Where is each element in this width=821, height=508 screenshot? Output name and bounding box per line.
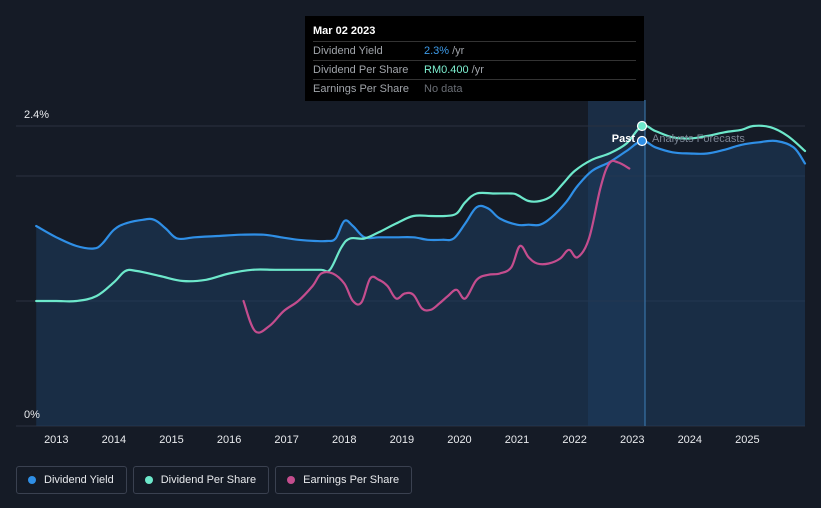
x-axis-ticks: 2013 2014 2015 2016 2017 2018 2019 2020 2021 2022…: [44, 434, 760, 446]
legend-item-dividend-per-share[interactable]: Dividend Per Share: [132, 466, 270, 494]
legend: Dividend Yield Dividend Per Share Earnin…: [16, 466, 413, 494]
legend-label: Dividend Yield: [44, 474, 114, 486]
legend-dot-icon: [144, 476, 153, 484]
x-tick-label: 2013: [44, 434, 68, 446]
x-tick-label: 2023: [620, 434, 644, 446]
x-tick-label: 2017: [274, 434, 298, 446]
legend-dot-icon: [28, 476, 36, 484]
series-areas: [36, 140, 805, 427]
series-lines: [35, 124, 807, 334]
legend-item-dividend-yield[interactable]: Dividend Yield: [16, 466, 127, 494]
legend-label: Dividend Per Share: [160, 474, 257, 486]
x-tick-label: 2022: [562, 434, 586, 446]
x-tick-label: 2016: [217, 434, 241, 446]
x-tick-label: 2021: [505, 434, 529, 446]
hover-points: [636, 120, 648, 147]
x-tick-label: 2014: [102, 434, 126, 446]
x-tick-label: 2018: [332, 434, 356, 446]
dps-point: [636, 120, 648, 132]
dividend-chart: 2013 2014 2015 2016 2017 2018 2019 2020 2021 2022…: [16, 100, 807, 446]
tooltip-row-eps: Earnings Per Share No data: [313, 80, 636, 98]
tooltip-value: RM0.400: [424, 64, 469, 76]
tooltip-value: 2.3%: [424, 45, 450, 57]
tooltip-value: No data: [424, 83, 463, 95]
tooltip-date: Mar 02 2023: [313, 22, 636, 42]
legend-item-earnings-per-share[interactable]: Earnings Per Share: [275, 466, 413, 494]
y-tick-label: 2.4%: [24, 109, 49, 121]
tooltip-label: Dividend Yield: [313, 45, 383, 57]
dividend-yield-area: [36, 140, 805, 427]
y-axis-ticks: 0% 2.4%: [24, 109, 49, 421]
dividend-yield-line: [35, 139, 807, 250]
past-label: Past: [612, 133, 636, 145]
tooltip-label: Earnings Per Share: [313, 83, 409, 95]
x-tick-label: 2025: [735, 434, 759, 446]
y-tick-label: 0%: [24, 409, 40, 421]
x-tick-label: 2015: [159, 434, 183, 446]
tooltip-unit: /yr: [471, 64, 484, 76]
earnings-per-share-line: [242, 159, 631, 334]
yield-point: [636, 135, 648, 147]
tooltip-row-dps: Dividend Per Share RM0.400 /yr: [313, 61, 636, 80]
x-tick-label: 2020: [447, 434, 471, 446]
x-tick-label: 2019: [390, 434, 414, 446]
tooltip-unit: /yr: [452, 45, 465, 57]
tooltip-label: Dividend Per Share: [313, 64, 409, 76]
forecast-label: Analysts Forecasts: [652, 133, 745, 145]
tooltip: Mar 02 2023 Dividend Yield 2.3% /yr Divi…: [305, 16, 644, 101]
legend-dot-icon: [287, 476, 296, 484]
legend-label: Earnings Per Share: [303, 474, 400, 486]
tooltip-row-yield: Dividend Yield 2.3% /yr: [313, 42, 636, 61]
dividend-per-share-line: [35, 124, 807, 303]
x-tick-label: 2024: [678, 434, 702, 446]
